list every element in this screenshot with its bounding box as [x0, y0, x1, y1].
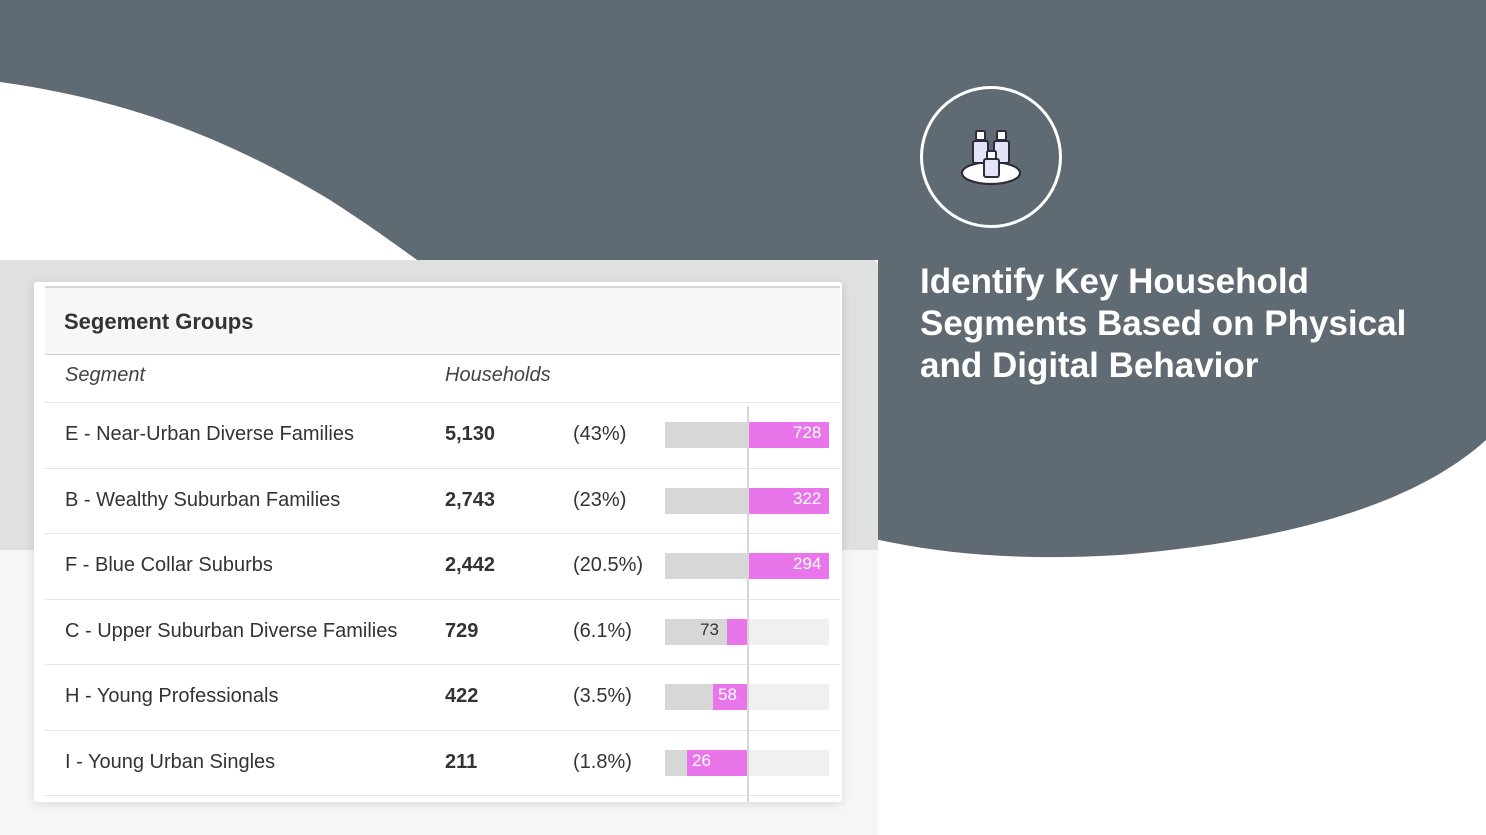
index-bar [747, 422, 829, 448]
segment-name: E - Near-Urban Diverse Families [65, 423, 354, 445]
segment-name: H - Young Professionals [65, 685, 279, 707]
segment-name: F - Blue Collar Suburbs [65, 554, 273, 576]
table-row[interactable]: H - Young Professionals 422 (3.5%) 58 [45, 664, 840, 730]
households-count: 2,743 [445, 489, 496, 511]
family-group-icon [920, 86, 1062, 228]
households-count: 422 [445, 685, 479, 707]
headline-line-1: Identify Key Household [920, 262, 1309, 301]
column-header-households: Households [445, 364, 551, 386]
index-bar [747, 488, 829, 514]
index-bar [687, 750, 747, 776]
households-count: 729 [445, 620, 479, 642]
households-percent: (20.5%) [573, 554, 644, 576]
segment-name: B - Wealthy Suburban Families [65, 489, 341, 511]
index-value: 728 [793, 423, 822, 442]
segment-name: I - Young Urban Singles [65, 751, 276, 773]
households-percent: (6.1%) [573, 620, 632, 642]
households-percent: (43%) [573, 423, 627, 445]
bar-track-left [665, 422, 747, 448]
households-count: 211 [445, 751, 478, 773]
card-header: Segement Groups [45, 286, 840, 355]
column-header-segment: Segment [65, 364, 146, 386]
family-group-icon [960, 130, 1022, 186]
card-title: Segement Groups [64, 309, 254, 334]
index-value: 58 [718, 685, 737, 704]
segment-name: C - Upper Suburban Diverse Families [65, 620, 398, 642]
bar-track-left [665, 553, 747, 579]
table-row[interactable]: E - Near-Urban Diverse Families 5,130 (4… [45, 402, 840, 468]
index-baseline [747, 406, 749, 802]
table-row-divider [45, 795, 840, 802]
table-row[interactable]: I - Young Urban Singles 211 (1.8%) 26 [45, 730, 840, 796]
bar-track-left [665, 488, 747, 514]
index-value: 26 [692, 751, 711, 770]
index-bar [747, 553, 829, 579]
index-value: 294 [793, 554, 822, 573]
bar-track-left [665, 750, 687, 776]
index-bar [713, 684, 747, 710]
headline: Identify Key Household Segments Based on… [920, 261, 1440, 387]
headline-line-2: Segments Based on Physical [920, 304, 1407, 343]
table-row[interactable]: F - Blue Collar Suburbs 2,442 (20.5%) 29… [45, 533, 840, 599]
households-count: 5,130 [445, 423, 496, 445]
index-bar [727, 619, 747, 645]
households-percent: (1.8%) [573, 751, 632, 773]
bar-track-left [665, 619, 727, 645]
segment-groups-card: Segement Groups Segment Households E - N… [34, 282, 842, 802]
households-percent: (23%) [573, 489, 627, 511]
index-value: 73 [700, 620, 719, 639]
households-count: 2,442 [445, 554, 496, 576]
table-row[interactable]: C - Upper Suburban Diverse Families 729 … [45, 599, 840, 665]
bar-track-left [665, 684, 713, 710]
index-value: 322 [793, 489, 822, 508]
table-row[interactable]: B - Wealthy Suburban Families 2,743 (23%… [45, 468, 840, 534]
households-percent: (3.5%) [573, 685, 632, 707]
headline-line-3: and Digital Behavior [920, 346, 1259, 385]
